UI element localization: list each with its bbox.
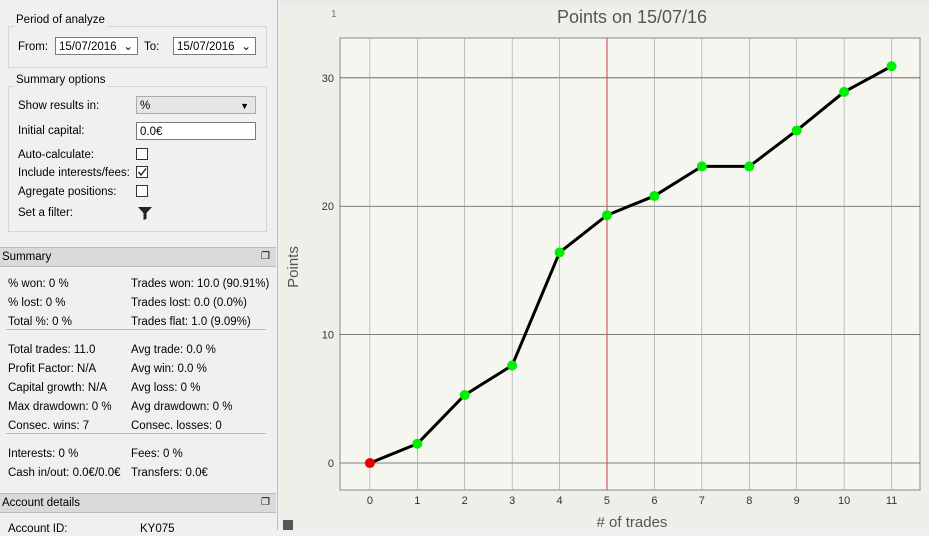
x-tick-label: 8 <box>746 495 752 507</box>
checkbox[interactable] <box>136 166 148 178</box>
point <box>364 458 375 469</box>
x-tick-label: 6 <box>651 495 657 507</box>
summary-item: Consec. wins: 7 <box>8 420 90 432</box>
summary-item: Total trades: 11.0 <box>8 344 96 356</box>
ruler-label: 1 <box>331 9 337 20</box>
point <box>507 360 518 371</box>
value: KY075 <box>140 523 175 535</box>
label: Include interests/fees: <box>18 167 130 179</box>
filter-icon[interactable] <box>137 205 153 221</box>
x-tick-label: 7 <box>699 495 705 507</box>
x-tick-label: 4 <box>557 495 563 507</box>
x-axis-label: # of trades <box>597 514 668 530</box>
point <box>601 210 612 221</box>
group-title: Summary options <box>14 73 108 87</box>
summary-item: Cash in/out: 0.0€/0.0€ <box>8 467 121 479</box>
summary-item: Trades flat: 1.0 (9.09%) <box>131 316 251 328</box>
point <box>791 125 802 136</box>
checkbox[interactable] <box>136 148 148 160</box>
value: 15/07/2016 <box>177 41 235 53</box>
x-tick-label: 5 <box>604 495 610 507</box>
summary-item: Trades lost: 0.0 (0.0%) <box>131 297 247 309</box>
label: Initial capital: <box>18 125 85 137</box>
x-tick-label: 11 <box>886 495 897 507</box>
summary-item: Profit Factor: N/A <box>8 363 97 375</box>
y-tick-label: 20 <box>322 201 334 213</box>
date-input[interactable]: 15/07/2016 ⌄ <box>55 37 138 55</box>
corner-icon <box>283 520 293 530</box>
label: Account ID: <box>8 523 68 535</box>
left-panel: Period of analyze From: 15/07/2016 ⌄ To: … <box>0 0 278 535</box>
summary-item: Total %: 0 % <box>8 316 72 328</box>
summary-item: % won: 0 % <box>8 278 69 290</box>
section-title: Summary <box>2 251 52 263</box>
group-box <box>8 86 267 232</box>
select[interactable]: % ▼ <box>136 96 256 114</box>
point <box>412 438 423 449</box>
x-tick-label: 10 <box>838 495 850 507</box>
section-header: Summary ❐ <box>0 247 276 267</box>
section-header: Account details ❐ <box>0 493 276 513</box>
summary-item: % lost: 0 % <box>8 297 66 309</box>
line <box>369 64 893 465</box>
label: From: <box>18 41 49 53</box>
x-tick-label: 3 <box>509 495 515 507</box>
value: 15/07/2016 <box>59 41 117 53</box>
summary-item: Interests: 0 % <box>8 448 79 460</box>
summary-item: Transfers: 0.0€ <box>131 467 208 479</box>
summary-item: Fees: 0 % <box>131 448 183 460</box>
y-tick-label: 0 <box>328 458 334 470</box>
point <box>886 61 897 72</box>
separator <box>6 433 266 434</box>
text-input[interactable]: 0.0€ <box>136 122 256 140</box>
x-tick-label: 0 <box>367 495 373 507</box>
point <box>744 161 755 172</box>
y-axis-label: Points <box>285 246 302 288</box>
chart: 1 Points on 15/07/16 # of trades Points … <box>280 5 929 530</box>
point <box>696 161 707 172</box>
point <box>839 86 850 97</box>
summary-item: Avg loss: 0 % <box>131 382 201 394</box>
group-title: Period of analyze <box>14 13 107 27</box>
y-tick-label: 10 <box>322 330 334 342</box>
date-input[interactable]: 15/07/2016 ⌄ <box>173 37 256 55</box>
summary-item: Trades won: 10.0 (90.91%) <box>131 278 270 290</box>
label: Agregate positions: <box>18 186 117 198</box>
label: To: <box>144 41 160 53</box>
point <box>459 389 470 400</box>
group-box <box>8 26 267 68</box>
chart-title: Points on 15/07/16 <box>557 7 707 27</box>
label: Set a filter: <box>18 207 73 219</box>
section-title: Account details <box>2 497 80 509</box>
x-tick-label: 9 <box>794 495 800 507</box>
point <box>554 247 565 258</box>
label: Show results in: <box>18 100 100 112</box>
y-tick-label: 30 <box>322 73 334 85</box>
value: % <box>140 100 151 112</box>
summary-item: Avg win: 0.0 % <box>131 363 207 375</box>
checkbox[interactable] <box>136 185 148 197</box>
summary-item: Avg trade: 0.0 % <box>131 344 216 356</box>
value: 0.0€ <box>140 126 163 138</box>
check <box>137 168 147 177</box>
x-tick-label: 1 <box>414 495 420 507</box>
x-tick-label: 2 <box>462 495 468 507</box>
summary-item: Consec. losses: 0 <box>131 420 222 432</box>
summary-item: Avg drawdown: 0 % <box>131 401 233 413</box>
point <box>649 190 660 201</box>
summary-item: Max drawdown: 0 % <box>8 401 112 413</box>
separator <box>6 329 266 330</box>
summary-item: Capital growth: N/A <box>8 382 108 394</box>
plot-area <box>339 37 921 491</box>
label: Auto-calculate: <box>18 149 95 161</box>
